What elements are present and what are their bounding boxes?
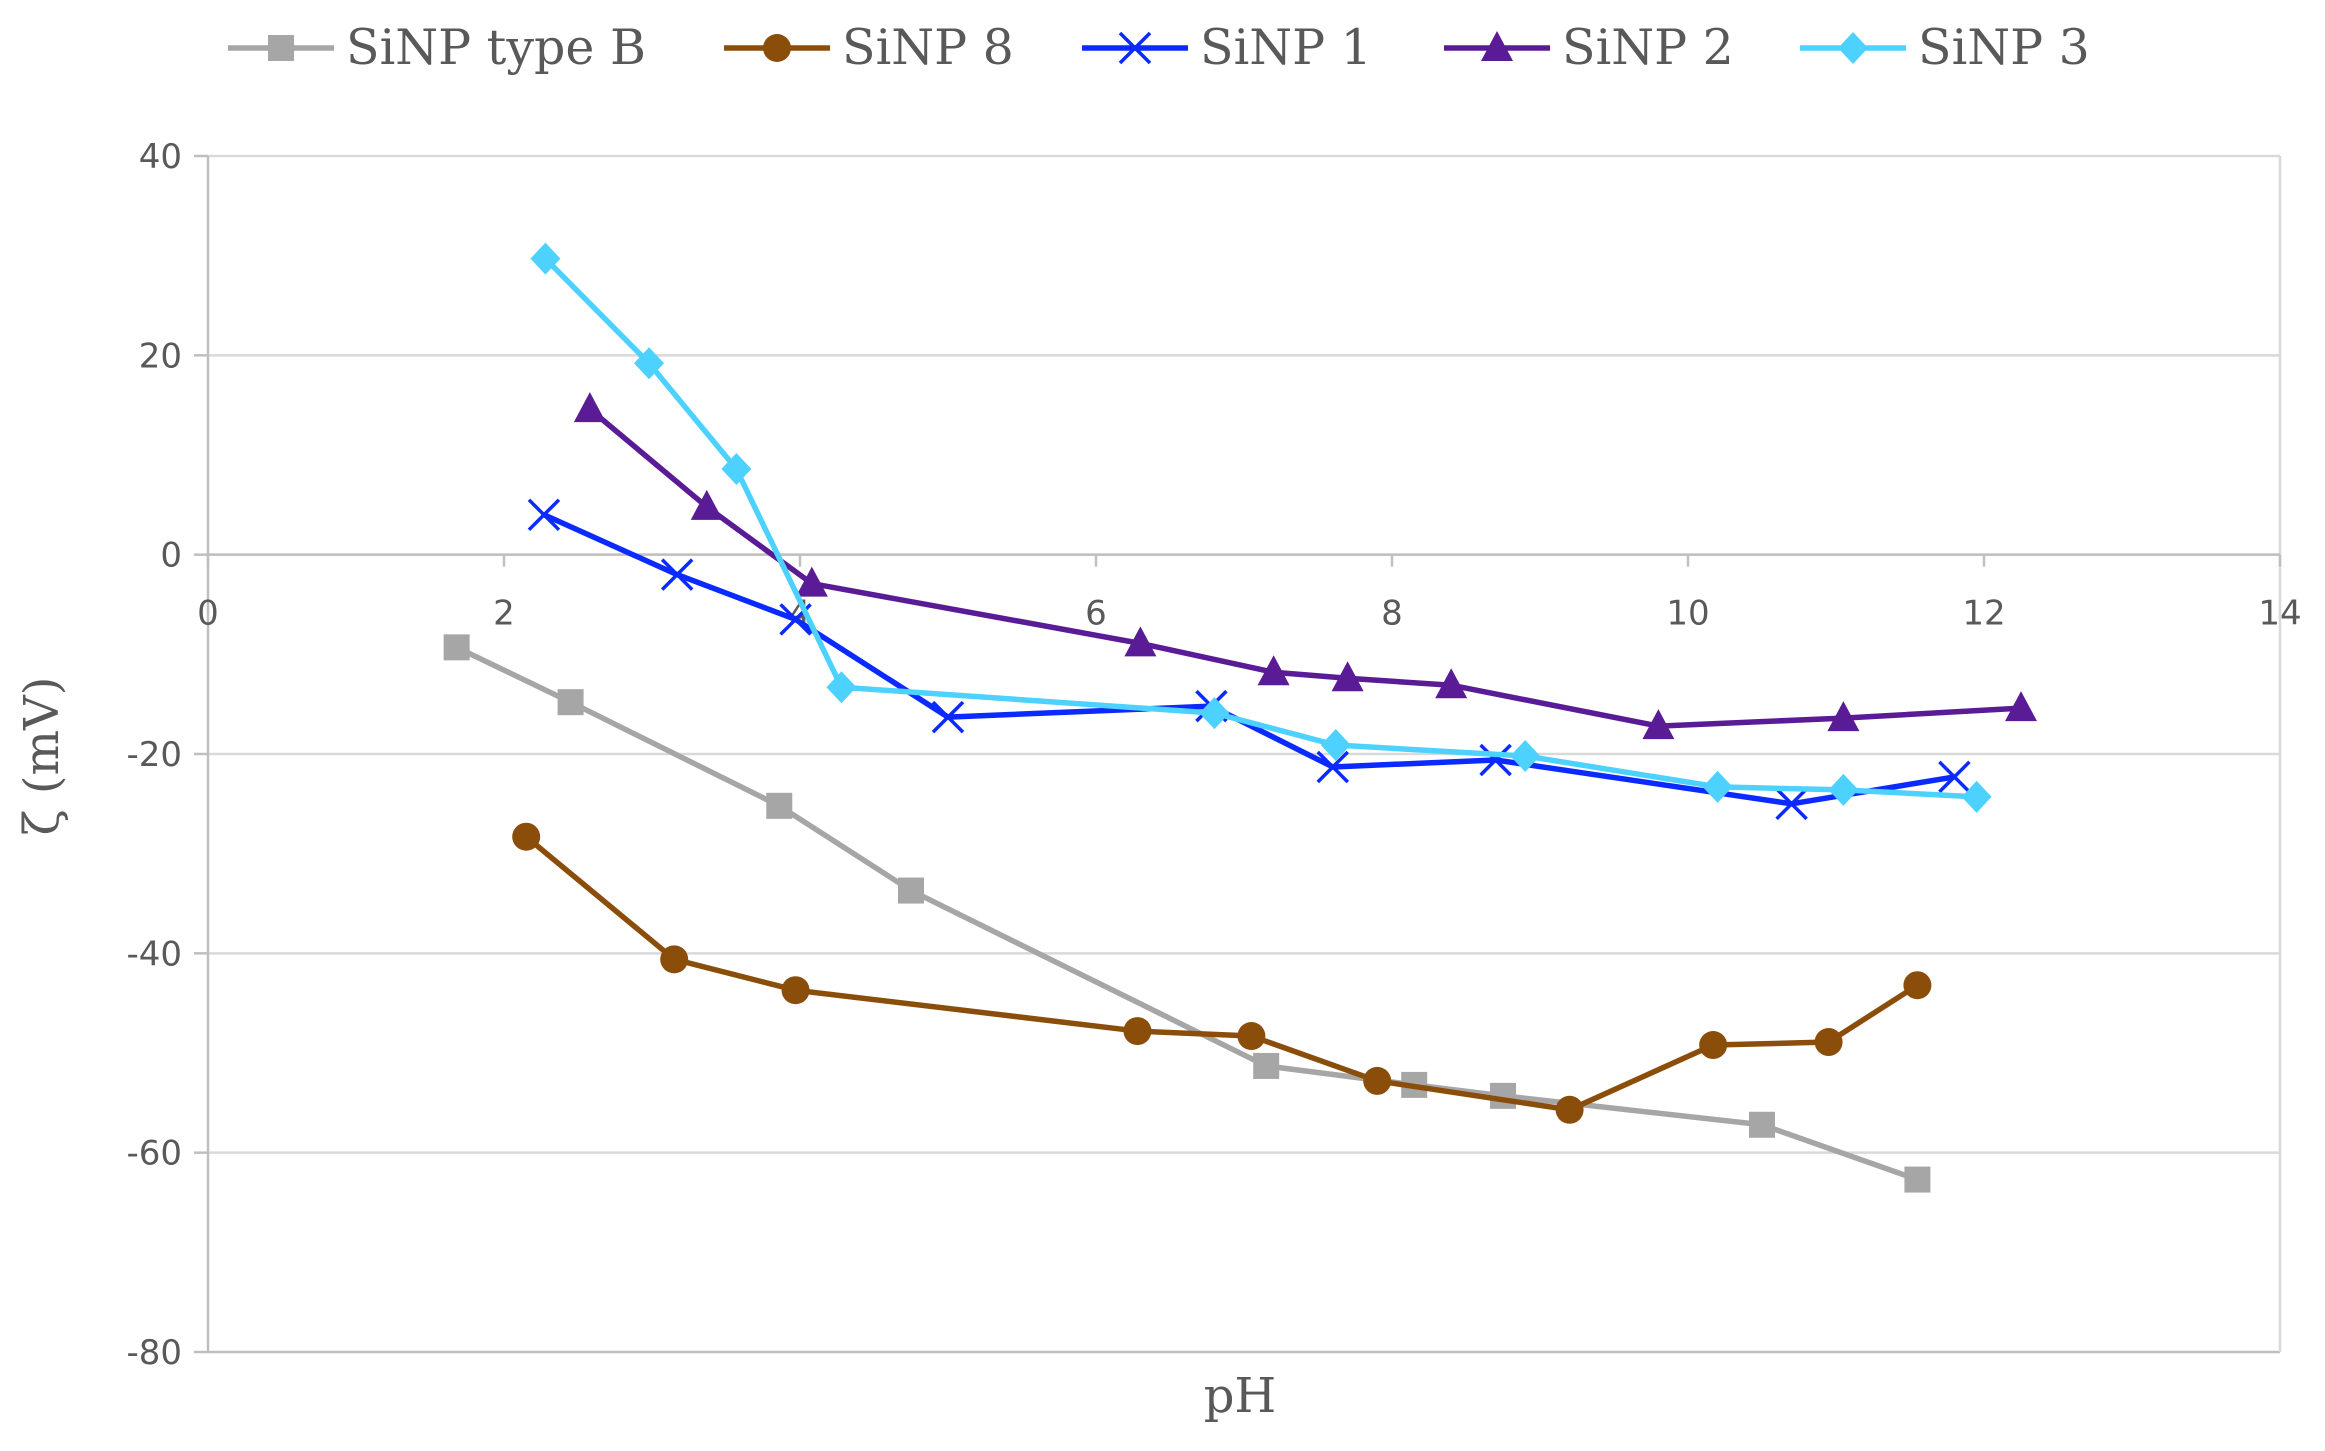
legend-label: SiNP 2	[1562, 19, 1734, 76]
legend-label: SiNP 3	[1918, 19, 2090, 76]
y-tick-label: -20	[126, 735, 182, 775]
x-tick-label: 6	[1085, 594, 1107, 634]
x-marker-stroke	[660, 558, 694, 591]
legend-marker	[268, 35, 294, 61]
data-point-sinp-2	[1124, 626, 1157, 657]
y-tick-label: 40	[139, 137, 182, 177]
legend-label: SiNP 8	[842, 19, 1014, 76]
data-point-sinp-8	[1903, 971, 1932, 1000]
data-point-sinp-8	[781, 976, 810, 1005]
data-point-sinp-8	[1814, 1028, 1843, 1057]
series-line-sinp-type-b	[453, 644, 1921, 1183]
data-point-sinp-3	[1320, 729, 1351, 762]
y-tick-label: -60	[126, 1134, 182, 1174]
x-marker-stroke	[931, 700, 965, 734]
data-point-sinp-8	[1123, 1017, 1152, 1046]
y-tick-label: 20	[139, 336, 182, 376]
data-point-sinp-2	[690, 489, 723, 520]
x-marker-stroke	[527, 498, 561, 532]
data-point-sinp-1	[1316, 750, 1350, 784]
data-point-sinp-2	[1331, 661, 1364, 692]
data-point-sinp-8	[1363, 1066, 1392, 1095]
series-sinp-8	[512, 822, 1932, 1124]
x-tick-label: 0	[197, 594, 219, 634]
data-point-sinp-type-b	[557, 689, 584, 716]
legend-label: SiNP 1	[1200, 19, 1372, 76]
data-point-sinp-3	[530, 242, 561, 275]
series-sinp-3	[530, 242, 1992, 813]
series-layer	[443, 242, 2037, 1193]
legend-label: SiNP type B	[346, 19, 646, 76]
series-sinp-type-b	[443, 634, 1931, 1193]
x-tick-label: 2	[493, 594, 515, 634]
data-point-sinp-2	[1435, 668, 1468, 699]
legend-marker	[763, 34, 791, 62]
series-sinp-1	[527, 498, 1971, 821]
series-line-sinp-8	[523, 833, 1921, 1113]
data-point-sinp-2	[1827, 701, 1860, 732]
x-tick-label: 8	[1381, 594, 1403, 634]
legend-item-sinp-1: SiNP 1	[1082, 19, 1372, 76]
data-point-sinp-8	[660, 945, 689, 974]
data-point-sinp-3	[634, 347, 665, 380]
data-point-sinp-type-b	[1253, 1052, 1280, 1079]
y-tick-label: 0	[160, 536, 182, 576]
legend-item-sinp-2: SiNP 2	[1444, 19, 1734, 76]
data-point-sinp-1	[931, 700, 965, 734]
data-point-sinp-type-b	[1904, 1166, 1931, 1193]
y-tick-label: -40	[126, 934, 182, 974]
x-tick-label: 12	[1962, 594, 2005, 634]
x-tick-label: 10	[1666, 594, 1709, 634]
data-point-sinp-3	[1199, 697, 1230, 730]
data-point-sinp-8	[1555, 1095, 1584, 1124]
x-tick-label: 14	[2258, 594, 2301, 634]
data-point-sinp-3	[826, 671, 857, 704]
y-axis-title: ζ (mV)	[14, 677, 70, 836]
x-marker-stroke	[1479, 743, 1512, 777]
axis-layer: -80-60-40-200204002468101214	[126, 137, 2301, 1373]
data-point-sinp-1	[1938, 760, 1971, 794]
series-line-sinp-3	[542, 255, 1980, 800]
legend-marker	[1118, 31, 1152, 65]
data-point-sinp-1	[660, 558, 694, 591]
data-point-sinp-type-b	[898, 877, 924, 904]
data-point-sinp-type-b	[766, 792, 793, 819]
data-point-sinp-2	[573, 392, 606, 423]
data-point-sinp-3	[1961, 780, 1992, 813]
data-point-sinp-1	[527, 498, 561, 532]
data-point-sinp-8	[1237, 1022, 1266, 1051]
data-point-sinp-3	[1828, 773, 1859, 806]
data-point-sinp-2	[1642, 709, 1675, 740]
x-marker-stroke	[1775, 787, 1808, 821]
data-point-sinp-3	[721, 452, 752, 485]
legend: SiNP type B SiNP 8 SiNP 1 SiNP 2 SiNP 3	[228, 19, 2090, 76]
x-axis-title: pH	[1204, 1368, 1277, 1424]
data-point-sinp-2	[1257, 655, 1290, 686]
data-point-sinp-type-b	[443, 634, 470, 661]
x-marker-stroke	[1118, 31, 1152, 65]
data-point-sinp-1	[1775, 787, 1808, 821]
series-line-sinp-2	[587, 406, 2024, 729]
legend-item-sinp-3: SiNP 3	[1800, 19, 2090, 76]
legend-item-sinp-8: SiNP 8	[724, 19, 1014, 76]
series-sinp-2	[573, 392, 2037, 740]
data-point-sinp-1	[1479, 743, 1512, 777]
data-point-sinp-2	[795, 566, 828, 597]
data-point-sinp-8	[512, 822, 541, 851]
x-marker-stroke	[1316, 750, 1350, 784]
data-point-sinp-2	[2005, 691, 2037, 722]
y-tick-label: -80	[126, 1333, 182, 1373]
x-marker-stroke	[1938, 760, 1971, 794]
legend-marker	[1481, 31, 1513, 61]
data-point-sinp-3	[1510, 739, 1541, 772]
series-line-sinp-1	[541, 512, 1958, 807]
data-point-sinp-type-b	[1749, 1111, 1775, 1138]
grid-layer	[208, 154, 2280, 1154]
data-point-sinp-3	[1702, 770, 1733, 803]
legend-marker	[1838, 32, 1868, 64]
legend-item-sinp-type-b: SiNP type B	[228, 19, 646, 76]
data-point-sinp-8	[1699, 1031, 1728, 1060]
